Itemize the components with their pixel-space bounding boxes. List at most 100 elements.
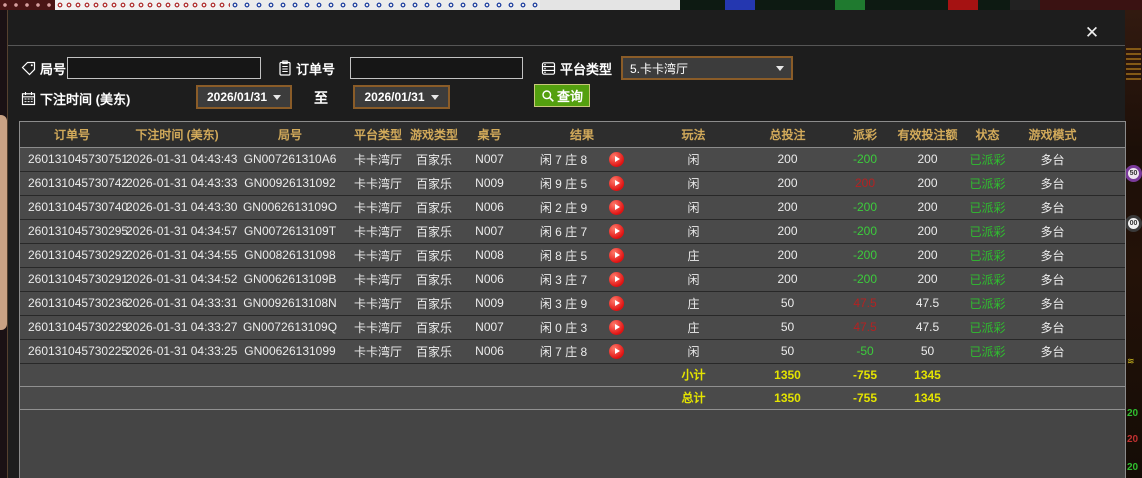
replay-play-icon[interactable] bbox=[609, 247, 625, 263]
total-row: 总计 1350 -755 1345 bbox=[20, 386, 1125, 410]
total-bet-cell: 200 bbox=[740, 147, 835, 172]
platform-cell: 卡卡湾厅 bbox=[350, 267, 406, 292]
order-no-label: 订单号 bbox=[278, 57, 335, 79]
replay-play-icon[interactable] bbox=[609, 199, 625, 215]
result-cell: 闲 9 庄 5 bbox=[517, 171, 647, 196]
table-no-cell: N007 bbox=[462, 219, 517, 244]
replay-play-icon[interactable] bbox=[609, 271, 625, 287]
result-wrap: 闲 7 庄 8 bbox=[517, 151, 647, 168]
result-cell: 闲 3 庄 7 bbox=[517, 267, 647, 292]
empty-cell bbox=[462, 386, 517, 410]
background-left-tan-shape bbox=[0, 115, 7, 330]
order-no-cell: 260131045730751 bbox=[20, 147, 128, 172]
replay-play-icon[interactable] bbox=[609, 151, 625, 167]
column-header: 总投注 bbox=[740, 122, 835, 148]
play-triangle-icon bbox=[615, 156, 621, 162]
chevron-down-icon bbox=[430, 94, 439, 100]
game-no-cell: GN0062613109B bbox=[230, 267, 350, 292]
payout-cell: -200 bbox=[835, 267, 895, 292]
casino-chip-50: 50 bbox=[1125, 165, 1142, 182]
platform-type-select[interactable]: 5.卡卡湾厅 bbox=[621, 56, 793, 80]
total-bet-cell: 50 bbox=[740, 315, 835, 340]
calendar-icon bbox=[21, 91, 36, 105]
game-mode-cell: 多台 bbox=[1015, 267, 1090, 292]
platform-cell: 卡卡湾厅 bbox=[350, 171, 406, 196]
total-bet-cell: 200 bbox=[740, 171, 835, 196]
date-to-picker[interactable]: 2026/01/31 bbox=[353, 85, 450, 109]
close-button[interactable]: ✕ bbox=[1081, 22, 1103, 44]
bet-time-label: 下注时间 (美东) bbox=[21, 87, 130, 109]
valid-bet-cell: 200 bbox=[895, 195, 960, 220]
result-text: 闲 6 庄 7 bbox=[539, 224, 588, 239]
valid-bet-cell: 200 bbox=[895, 171, 960, 196]
result-text: 闲 3 庄 9 bbox=[539, 296, 588, 311]
play-triangle-icon bbox=[615, 300, 621, 306]
date-from-picker[interactable]: 2026/01/31 bbox=[196, 85, 292, 109]
replay-play-icon[interactable] bbox=[609, 343, 625, 359]
background-amount-green: 20 bbox=[1127, 408, 1139, 419]
bet-time-cell: 2026-01-31 04:33:25 bbox=[124, 339, 237, 364]
play-triangle-icon bbox=[615, 324, 621, 330]
empty-cell bbox=[960, 363, 1015, 387]
replay-play-icon[interactable] bbox=[609, 223, 625, 239]
valid-bet-cell: 47.5 bbox=[895, 291, 960, 316]
game-mode-cell: 多台 bbox=[1015, 243, 1090, 268]
column-header: 有效投注额 bbox=[895, 122, 960, 148]
play-triangle-icon bbox=[615, 276, 621, 282]
order-no-cell: 260131045730740 bbox=[20, 195, 128, 220]
game-mode-cell: 多台 bbox=[1015, 195, 1090, 220]
empty-cell bbox=[517, 363, 647, 387]
status-cell: 已派彩 bbox=[960, 171, 1015, 196]
game-no-cell: GN00926131092 bbox=[230, 171, 350, 196]
order-no-input[interactable] bbox=[350, 57, 523, 79]
date-range-to-label: 至 bbox=[314, 90, 328, 106]
table-no-cell: N007 bbox=[462, 315, 517, 340]
result-wrap: 闲 2 庄 9 bbox=[517, 199, 647, 216]
game-no-input[interactable] bbox=[67, 57, 261, 79]
filler-cell bbox=[1090, 267, 1125, 292]
game-type-cell: 百家乐 bbox=[406, 219, 462, 244]
replay-play-icon[interactable] bbox=[609, 319, 625, 335]
result-wrap: 闲 6 庄 7 bbox=[517, 223, 647, 240]
bet-time-cell: 2026-01-31 04:43:43 bbox=[124, 147, 237, 172]
casino-chip-00: 00 bbox=[1125, 215, 1142, 232]
order-no-cell: 260131045730292 bbox=[20, 243, 128, 268]
total-bet-cell: 200 bbox=[740, 243, 835, 268]
empty-cell bbox=[230, 386, 350, 410]
payout-cell: 200 bbox=[835, 171, 895, 196]
empty-cell bbox=[1015, 363, 1090, 387]
background-roadmap-blank bbox=[540, 0, 680, 10]
filler-cell bbox=[1090, 147, 1125, 172]
empty-cell bbox=[350, 363, 406, 387]
background-roadmap-blue-dots bbox=[230, 0, 540, 10]
result-wrap: 闲 7 庄 8 bbox=[517, 343, 647, 360]
payout-cell: 47.5 bbox=[835, 291, 895, 316]
replay-play-icon[interactable] bbox=[609, 175, 625, 191]
column-header: 游戏类型 bbox=[406, 122, 462, 148]
result-wrap: 闲 9 庄 5 bbox=[517, 175, 647, 192]
platform-cell: 卡卡湾厅 bbox=[350, 291, 406, 316]
background-roadmap-red-dots bbox=[55, 0, 230, 10]
chip-stack-icon: ≋ bbox=[1127, 356, 1134, 366]
play-triangle-icon bbox=[615, 252, 621, 258]
result-text: 闲 7 庄 8 bbox=[539, 344, 588, 359]
game-type-cell: 百家乐 bbox=[406, 243, 462, 268]
bet-table-body: 260131045730751 2026-01-31 04:43:43 GN0072… bbox=[20, 147, 1125, 410]
replay-play-icon[interactable] bbox=[609, 295, 625, 311]
filler-cell bbox=[1090, 243, 1125, 268]
filler-cell bbox=[1090, 315, 1125, 340]
total-label: 总计 bbox=[647, 386, 740, 410]
bet-table-grid: 订单号 下注时间 (美东) 局号 平台类型 游戏类型 桌号 结果 玩法 总投注 派彩 有效投注额 状态… bbox=[20, 122, 1125, 410]
platform-cell: 卡卡湾厅 bbox=[350, 315, 406, 340]
background-green-tile bbox=[835, 0, 865, 10]
filler-cell bbox=[1090, 171, 1125, 196]
result-cell: 闲 0 庄 3 bbox=[517, 315, 647, 340]
bet-time-cell: 2026-01-31 04:33:27 bbox=[124, 315, 237, 340]
game-no-label: 局号 bbox=[21, 57, 66, 79]
search-button[interactable]: 查询 bbox=[534, 84, 590, 107]
bet-time-cell: 2026-01-31 04:43:33 bbox=[124, 171, 237, 196]
empty-cell bbox=[20, 386, 124, 410]
column-header: 结果 bbox=[517, 122, 647, 148]
column-header: 下注时间 (美东) bbox=[124, 122, 230, 148]
